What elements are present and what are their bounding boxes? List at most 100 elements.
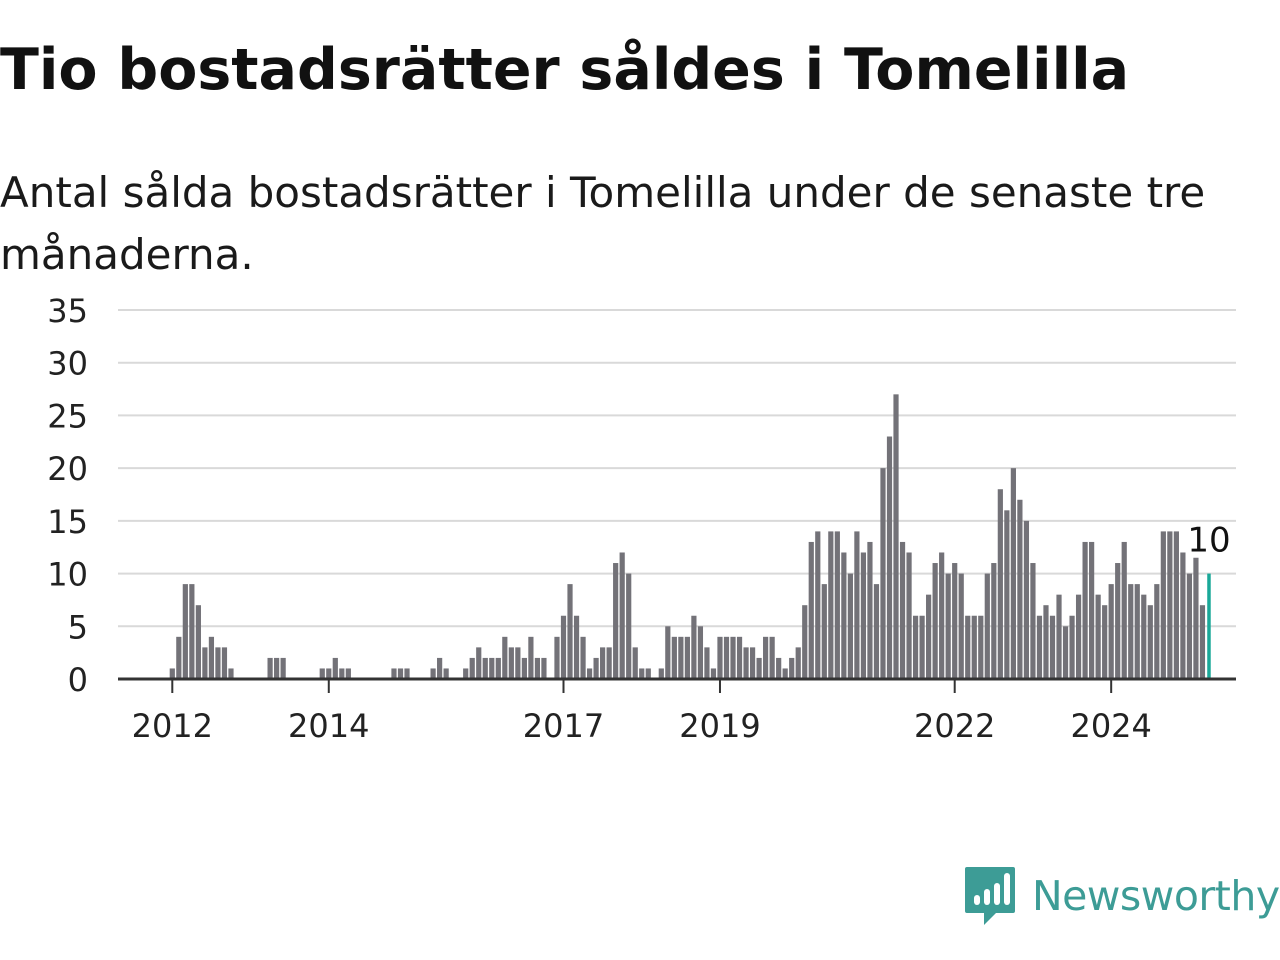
bar xyxy=(580,636,586,679)
bar xyxy=(469,657,475,679)
bar xyxy=(912,615,919,679)
y-tick-label: 10 xyxy=(47,556,88,594)
bar xyxy=(332,657,338,679)
bar xyxy=(1010,468,1016,679)
bar xyxy=(215,647,221,679)
bar xyxy=(176,636,182,679)
bar xyxy=(991,563,997,679)
bar xyxy=(593,657,599,679)
bar xyxy=(952,563,958,679)
bar xyxy=(893,394,899,679)
bar xyxy=(697,626,704,679)
bar xyxy=(508,647,514,679)
bar xyxy=(521,657,527,679)
bar xyxy=(723,636,730,679)
bar xyxy=(1115,563,1121,679)
bar xyxy=(600,647,606,679)
bar xyxy=(567,584,573,679)
bar xyxy=(573,615,580,679)
bar xyxy=(782,668,788,679)
bar xyxy=(795,647,801,679)
bar xyxy=(743,647,749,679)
bar xyxy=(1049,615,1056,679)
x-tick-label: 2022 xyxy=(914,707,995,745)
bar xyxy=(1056,594,1062,679)
brand-name: Newsworthy xyxy=(1032,872,1280,920)
bar xyxy=(430,668,436,679)
bar xyxy=(978,615,984,679)
bar xyxy=(339,668,345,679)
bar xyxy=(665,626,671,679)
bar xyxy=(554,636,560,679)
bar xyxy=(169,668,175,679)
bar xyxy=(880,468,886,679)
bar xyxy=(919,615,925,679)
bar xyxy=(984,573,990,679)
bar-chart: 0 5 10 15 20 25 30 35 2012 2014 2017 2019 2022 2024 10 xyxy=(47,292,1236,745)
bar xyxy=(847,573,853,679)
bar xyxy=(560,615,567,679)
bar xyxy=(926,594,932,679)
bar xyxy=(397,668,404,679)
bar xyxy=(958,573,964,679)
bar xyxy=(971,615,977,679)
bar xyxy=(1128,584,1134,679)
bar xyxy=(710,668,717,679)
bar xyxy=(463,668,469,679)
bar xyxy=(221,647,228,679)
bar xyxy=(841,552,847,679)
bar xyxy=(495,657,501,679)
bar xyxy=(769,636,775,679)
bar xyxy=(886,436,893,679)
bar xyxy=(828,531,834,679)
bar xyxy=(1017,499,1023,679)
bar xyxy=(626,573,632,679)
bar xyxy=(482,657,488,679)
bar xyxy=(756,657,762,679)
bar xyxy=(1004,510,1010,679)
bar xyxy=(1102,605,1108,679)
y-tick-label: 15 xyxy=(47,503,88,541)
bar xyxy=(1134,584,1140,679)
bar xyxy=(502,636,508,679)
bar xyxy=(639,668,645,679)
bar xyxy=(1069,615,1075,679)
y-tick-label: 0 xyxy=(68,661,88,699)
bar xyxy=(730,636,736,679)
bar xyxy=(606,647,612,679)
bar xyxy=(821,584,827,679)
bar xyxy=(1082,541,1088,679)
bar xyxy=(586,668,593,679)
bar xyxy=(528,636,534,679)
bar xyxy=(854,531,860,679)
bar xyxy=(1173,531,1179,679)
bar xyxy=(228,668,234,679)
bar xyxy=(899,541,906,679)
bar xyxy=(319,668,325,679)
y-tick-label: 35 xyxy=(47,292,88,330)
bar xyxy=(860,552,867,679)
bar xyxy=(997,489,1003,679)
bar xyxy=(678,636,684,679)
bar xyxy=(326,668,332,679)
bar xyxy=(873,584,880,679)
x-tick-label: 2019 xyxy=(679,707,760,745)
bar xyxy=(749,647,756,679)
bar xyxy=(274,657,280,679)
bar xyxy=(267,657,273,679)
bar xyxy=(391,668,397,679)
bar xyxy=(1062,626,1069,679)
bar xyxy=(965,615,971,679)
bar xyxy=(736,636,743,679)
bar xyxy=(1089,541,1095,679)
newsworthy-logo: Newsworthy xyxy=(964,864,1280,928)
bar xyxy=(1036,615,1043,679)
bar xyxy=(1199,605,1206,679)
x-tick-label: 2014 xyxy=(288,707,369,745)
bar xyxy=(1121,541,1127,679)
bar xyxy=(684,636,690,679)
x-tick-label: 2017 xyxy=(523,707,604,745)
bar xyxy=(489,657,495,679)
bar xyxy=(1030,563,1036,679)
bar xyxy=(1108,584,1114,679)
